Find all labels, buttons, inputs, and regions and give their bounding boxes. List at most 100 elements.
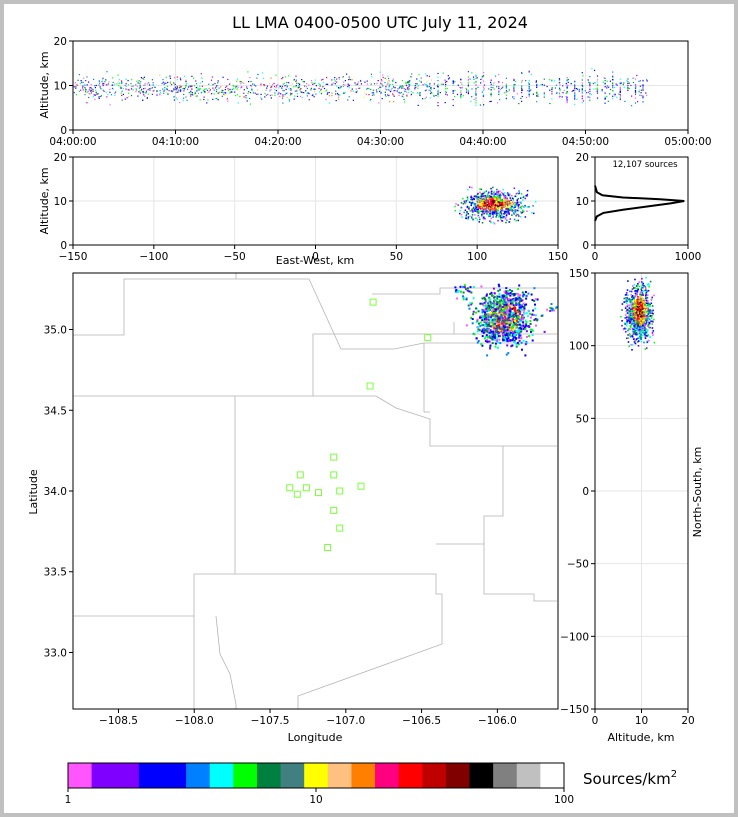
source-point	[487, 318, 490, 321]
source-point	[282, 83, 284, 85]
source-point	[653, 341, 656, 344]
source-point	[534, 298, 537, 301]
source-point	[511, 302, 514, 305]
county-boundaries	[73, 273, 557, 709]
source-point	[437, 91, 439, 93]
source-point	[90, 83, 92, 86]
source-point	[642, 89, 644, 91]
source-point	[525, 297, 528, 300]
source-point	[521, 205, 523, 207]
source-point	[124, 85, 126, 87]
source-point	[640, 336, 643, 339]
source-point	[236, 80, 238, 82]
source-point	[512, 332, 515, 335]
source-point	[279, 85, 282, 87]
station-marker	[330, 506, 338, 514]
source-point	[643, 298, 646, 301]
source-point	[439, 92, 441, 94]
source-point	[508, 315, 511, 318]
source-point	[518, 190, 520, 192]
source-point	[635, 306, 637, 309]
source-point	[471, 302, 473, 305]
source-point	[514, 209, 516, 211]
source-point	[124, 98, 126, 100]
source-point	[429, 93, 432, 95]
source-point	[489, 214, 491, 217]
source-point	[510, 299, 513, 302]
source-point	[509, 307, 512, 310]
source-point	[135, 91, 137, 93]
source-point	[92, 90, 94, 92]
source-point	[507, 298, 510, 300]
source-point	[637, 317, 639, 319]
source-point	[169, 77, 171, 79]
source-point	[634, 329, 637, 332]
source-point	[474, 214, 476, 216]
source-point	[466, 89, 468, 91]
source-point	[505, 198, 507, 200]
source-point	[517, 294, 520, 297]
source-point	[508, 302, 510, 305]
source-point	[306, 87, 308, 90]
source-point	[494, 204, 497, 207]
source-point	[366, 80, 368, 82]
source-point	[347, 83, 349, 85]
source-point	[266, 85, 268, 87]
source-point	[228, 89, 230, 91]
source-point	[384, 91, 386, 93]
source-point	[483, 216, 485, 218]
source-point	[473, 204, 476, 207]
source-point	[471, 88, 473, 90]
source-point	[633, 333, 635, 336]
source-point	[639, 322, 642, 325]
source-point	[631, 285, 634, 287]
source-point	[650, 317, 653, 319]
source-point	[475, 81, 477, 83]
source-point	[507, 352, 510, 355]
source-point	[627, 78, 629, 80]
source-point	[641, 303, 644, 306]
source-point	[496, 102, 499, 104]
source-point	[511, 205, 513, 208]
source-point	[604, 96, 606, 98]
source-point	[481, 200, 483, 203]
source-point	[506, 328, 509, 331]
source-point	[267, 93, 269, 96]
source-point	[601, 90, 603, 92]
source-point	[482, 75, 484, 77]
source-point	[525, 80, 527, 82]
source-point	[516, 200, 518, 202]
source-point	[594, 82, 596, 84]
source-point	[501, 296, 504, 299]
source-point	[379, 90, 381, 92]
source-point	[505, 305, 508, 308]
source-point	[486, 209, 489, 212]
source-point	[283, 90, 285, 92]
source-point	[606, 95, 608, 98]
source-point	[494, 345, 497, 348]
source-point	[505, 217, 507, 219]
source-point	[503, 196, 506, 198]
source-point	[499, 207, 502, 209]
source-point	[213, 93, 215, 95]
source-point	[619, 86, 621, 89]
source-point	[476, 196, 479, 198]
source-point	[437, 93, 439, 95]
source-point	[497, 205, 499, 207]
source-point	[406, 82, 408, 84]
source-point	[626, 309, 628, 311]
source-point	[648, 283, 650, 286]
source-point	[112, 81, 114, 83]
source-point	[634, 287, 637, 289]
source-point	[646, 294, 649, 297]
source-point	[95, 89, 97, 91]
source-point	[495, 75, 497, 78]
source-point	[525, 294, 528, 297]
source-point	[398, 94, 400, 97]
source-point	[143, 84, 145, 86]
source-point	[509, 204, 511, 207]
source-point	[482, 315, 485, 318]
source-point	[456, 291, 459, 294]
source-point	[612, 82, 614, 84]
